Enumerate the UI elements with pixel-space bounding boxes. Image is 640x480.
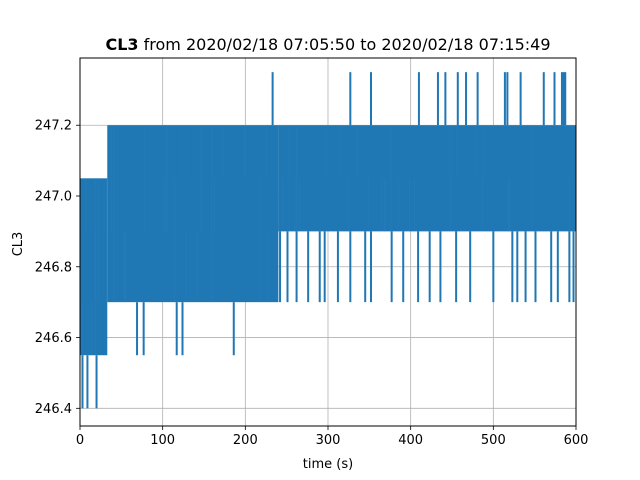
x-tick-label: 200	[233, 433, 258, 448]
series-cl3	[80, 72, 576, 409]
x-tick-label: 600	[564, 433, 589, 448]
y-tick-label: 246.4	[35, 402, 72, 417]
y-tick-label: 247.0	[35, 190, 72, 205]
y-axis-ticks: 246.4 246.6 246.8 247.0 247.2	[35, 119, 80, 417]
chart-title: CL3 from 2020/02/18 07:05:50 to 2020/02/…	[105, 35, 550, 54]
y-tick-label: 246.8	[35, 260, 72, 275]
x-tick-label: 500	[481, 433, 506, 448]
chart-title-bold: CL3	[105, 35, 138, 54]
y-axis-label: CL3	[11, 232, 26, 257]
x-tick-label: 0	[76, 433, 84, 448]
y-tick-label: 247.2	[35, 119, 72, 134]
x-tick-label: 400	[398, 433, 423, 448]
series-band	[278, 125, 576, 232]
series-band	[80, 178, 108, 356]
x-axis-ticks: 0 100 200 300 400 500 600	[76, 426, 589, 448]
x-axis-label: time (s)	[303, 457, 353, 472]
chart-title-rest: from 2020/02/18 07:05:50 to 2020/02/18 0…	[139, 35, 551, 54]
y-tick-label: 246.6	[35, 331, 72, 346]
series-band	[107, 125, 279, 303]
x-tick-label: 300	[316, 433, 341, 448]
x-tick-label: 100	[150, 433, 175, 448]
